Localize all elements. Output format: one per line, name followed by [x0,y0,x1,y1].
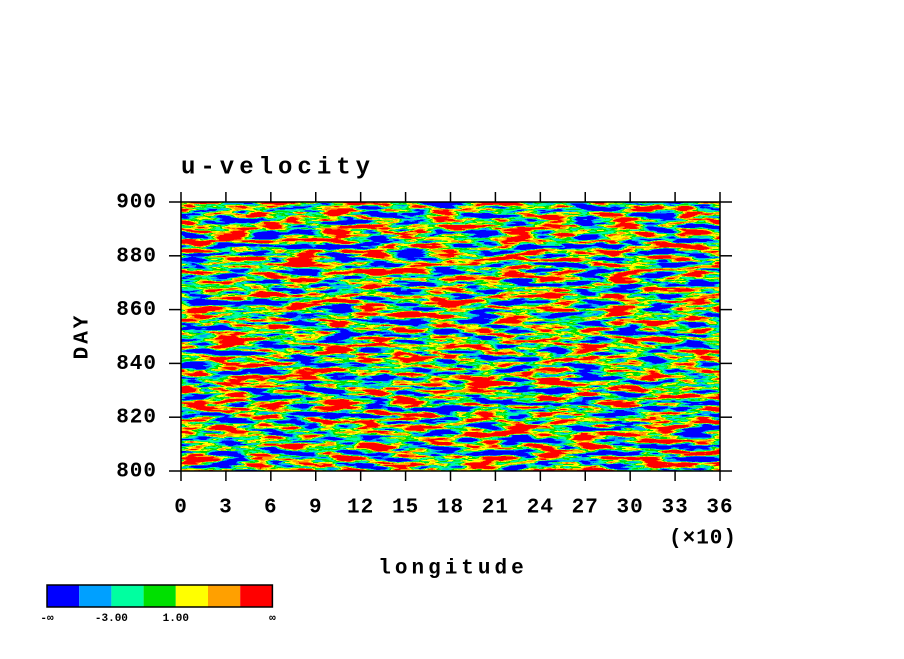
x-tick-label: 36 [706,497,733,520]
colorbar-swatch [208,585,241,607]
colorbar-swatch [240,585,273,607]
y-tick-label: 880 [116,245,157,268]
x-tick-label: 30 [617,497,644,520]
colorbar-label: ∞ [269,613,276,625]
colorbar-swatch [47,585,80,607]
colorbar-label: -∞ [40,613,54,625]
x-tick-label: 18 [437,497,464,520]
colorbar-label: -3.00 [95,613,128,625]
chart-title: u-velocity [181,154,375,181]
x-multiplier: (×10) [669,528,737,551]
y-axis-label: DAY [72,313,95,360]
x-tick-label: 12 [347,497,374,520]
x-tick-label: 0 [174,497,188,520]
x-tick-label: 9 [309,497,323,520]
y-tick-label: 800 [116,461,157,484]
colorbar-swatch [111,585,144,607]
contour-field [181,202,720,471]
x-tick-label: 27 [572,497,599,520]
x-tick-label: 6 [264,497,278,520]
colorbar-frame [46,584,274,608]
colorbar-swatch [175,585,208,607]
x-tick-label: 33 [661,497,688,520]
y-tick-label: 900 [116,192,157,215]
x-tick-label: 15 [392,497,419,520]
y-tick-label: 820 [116,407,157,430]
colorbar-swatch [143,585,176,607]
colorbar-label: 1.00 [163,613,189,625]
x-tick-label: 3 [219,497,233,520]
colorbar-swatch [79,585,112,607]
y-tick-label: 860 [116,299,157,322]
x-tick-label: 21 [482,497,509,520]
y-tick-label: 840 [116,353,157,376]
x-tick-label: 24 [527,497,554,520]
x-axis-label: longitude [378,558,527,581]
